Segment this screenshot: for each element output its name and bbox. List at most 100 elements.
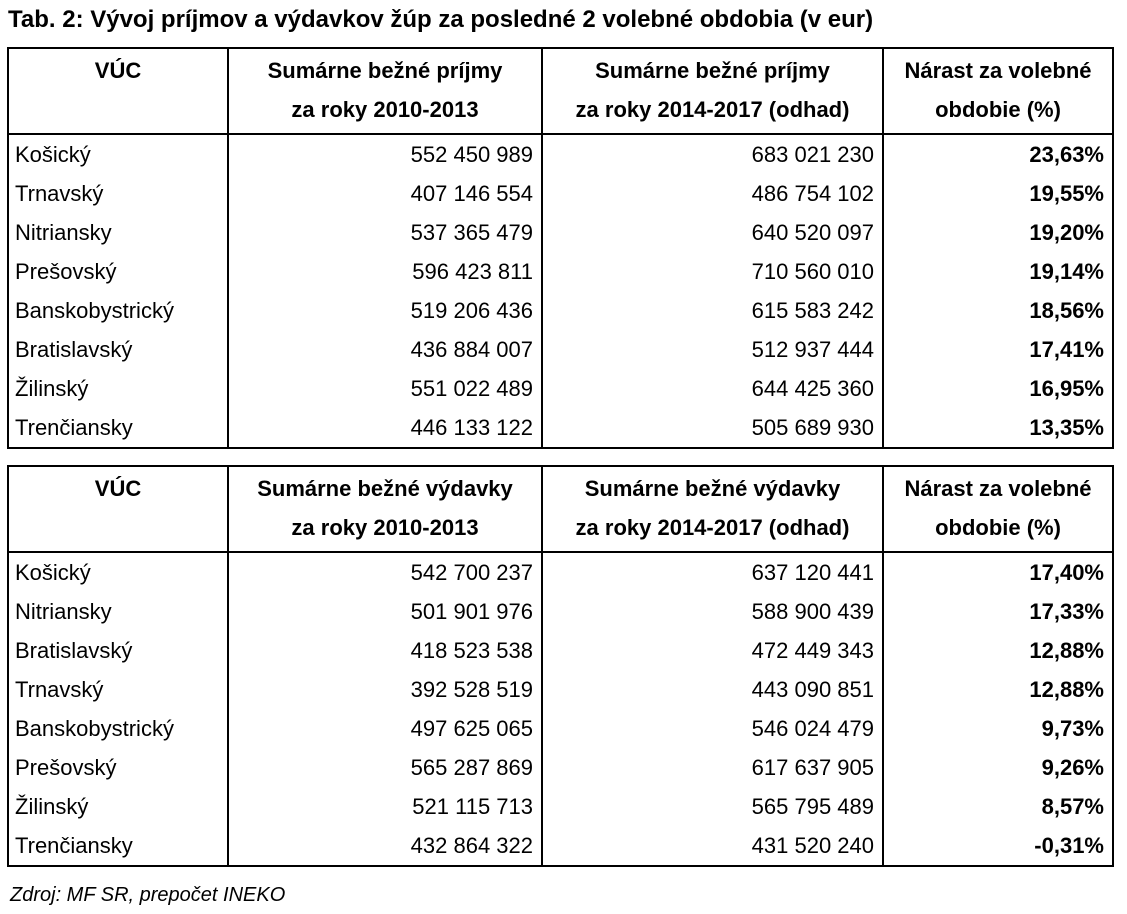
value-2010-2013-cell: 596 423 811 [227,252,543,291]
income-header-vuc: VÚC [7,48,229,135]
income-header-row: VÚC Sumárne bežné príjmy za roky 2010-20… [7,48,1114,135]
header-line [11,508,225,547]
value-2010-2013-cell: 497 625 065 [227,709,543,748]
value-2014-2017-cell: 644 425 360 [541,369,884,408]
expenditure-header-2014-2017: Sumárne bežné výdavky za roky 2014-2017 … [541,466,884,553]
expenditure-table: VÚC Sumárne bežné výdavky za roky 2010-2… [7,465,1114,867]
region-cell: Trnavský [7,670,229,709]
growth-cell: 17,41% [882,330,1114,369]
growth-cell: -0,31% [882,826,1114,866]
region-cell: Trnavský [7,174,229,213]
table-row: Žilinský 521 115 713 565 795 489 8,57% [7,787,1114,826]
value-2010-2013-cell: 436 884 007 [227,330,543,369]
income-header-2010-2013: Sumárne bežné príjmy za roky 2010-2013 [227,48,543,135]
table-row: Trenčiansky 432 864 322 431 520 240 -0,3… [7,826,1114,866]
table-row: Nitriansky 501 901 976 588 900 439 17,33… [7,592,1114,631]
value-2010-2013-cell: 565 287 869 [227,748,543,787]
region-cell: Bratislavský [7,631,229,670]
region-cell: Banskobystrický [7,291,229,330]
value-2010-2013-cell: 521 115 713 [227,787,543,826]
table-row: Košický 542 700 237 637 120 441 17,40% [7,552,1114,592]
growth-cell: 19,55% [882,174,1114,213]
region-cell: Prešovský [7,252,229,291]
expenditure-header-2010-2013: Sumárne bežné výdavky za roky 2010-2013 [227,466,543,553]
value-2014-2017-cell: 617 637 905 [541,748,884,787]
table-row: Banskobystrický 519 206 436 615 583 242 … [7,291,1114,330]
header-line: Sumárne bežné príjmy [595,58,830,83]
growth-cell: 18,56% [882,291,1114,330]
value-2014-2017-cell: 443 090 851 [541,670,884,709]
expenditure-header-vuc: VÚC [7,466,229,553]
growth-cell: 16,95% [882,369,1114,408]
table-row: Prešovský 596 423 811 710 560 010 19,14% [7,252,1114,291]
table-row: Bratislavský 436 884 007 512 937 444 17,… [7,330,1114,369]
growth-cell: 17,40% [882,552,1114,592]
region-cell: Nitriansky [7,592,229,631]
header-line: obdobie (%) [935,97,1061,122]
header-line: za roky 2010-2013 [291,97,479,122]
region-cell: Prešovský [7,748,229,787]
region-cell: Banskobystrický [7,709,229,748]
table-row: Trnavský 407 146 554 486 754 102 19,55% [7,174,1114,213]
value-2014-2017-cell: 588 900 439 [541,592,884,631]
header-line: Sumárne bežné výdavky [257,476,513,501]
value-2010-2013-cell: 501 901 976 [227,592,543,631]
income-header-2014-2017: Sumárne bežné príjmy za roky 2014-2017 (… [541,48,884,135]
income-header-growth: Nárast za volebné obdobie (%) [882,48,1114,135]
header-line: Sumárne bežné príjmy [267,58,503,83]
region-cell: Košický [7,134,229,174]
expenditure-header-growth: Nárast za volebné obdobie (%) [882,466,1114,553]
value-2010-2013-cell: 542 700 237 [227,552,543,592]
growth-cell: 12,88% [882,631,1114,670]
table-row: Bratislavský 418 523 538 472 449 343 12,… [7,631,1114,670]
value-2014-2017-cell: 615 583 242 [541,291,884,330]
value-2010-2013-cell: 551 022 489 [227,369,543,408]
page-title: Tab. 2: Vývoj príjmov a výdavkov žúp za … [8,6,874,33]
value-2014-2017-cell: 637 120 441 [541,552,884,592]
growth-cell: 8,57% [882,787,1114,826]
expenditure-header-row: VÚC Sumárne bežné výdavky za roky 2010-2… [7,466,1114,553]
value-2014-2017-cell: 486 754 102 [541,174,884,213]
header-line: VÚC [94,476,142,501]
region-cell: Trenčiansky [7,826,229,866]
value-2010-2013-cell: 552 450 989 [227,134,543,174]
header-line: za roky 2014-2017 (odhad) [575,515,850,540]
table-row: Košický 552 450 989 683 021 230 23,63% [7,134,1114,174]
value-2010-2013-cell: 537 365 479 [227,213,543,252]
region-cell: Nitriansky [7,213,229,252]
region-cell: Bratislavský [7,330,229,369]
value-2010-2013-cell: 432 864 322 [227,826,543,866]
region-cell: Košický [7,552,229,592]
value-2014-2017-cell: 431 520 240 [541,826,884,866]
header-line: Nárast za volebné [904,58,1092,83]
growth-cell: 13,35% [882,408,1114,448]
value-2010-2013-cell: 418 523 538 [227,631,543,670]
value-2010-2013-cell: 392 528 519 [227,670,543,709]
region-cell: Žilinský [7,369,229,408]
value-2014-2017-cell: 565 795 489 [541,787,884,826]
income-table: VÚC Sumárne bežné príjmy za roky 2010-20… [7,47,1114,449]
header-line: Nárast za volebné [904,476,1092,501]
region-cell: Trenčiansky [7,408,229,448]
growth-cell: 12,88% [882,670,1114,709]
table-row: Trnavský 392 528 519 443 090 851 12,88% [7,670,1114,709]
growth-cell: 17,33% [882,592,1114,631]
table-row: Prešovský 565 287 869 617 637 905 9,26% [7,748,1114,787]
header-line [11,90,225,129]
value-2014-2017-cell: 512 937 444 [541,330,884,369]
value-2014-2017-cell: 710 560 010 [541,252,884,291]
value-2010-2013-cell: 407 146 554 [227,174,543,213]
header-line: za roky 2014-2017 (odhad) [575,97,850,122]
value-2014-2017-cell: 472 449 343 [541,631,884,670]
table-row: Banskobystrický 497 625 065 546 024 479 … [7,709,1114,748]
value-2010-2013-cell: 519 206 436 [227,291,543,330]
growth-cell: 19,14% [882,252,1114,291]
table-row: Trenčiansky 446 133 122 505 689 930 13,3… [7,408,1114,448]
value-2014-2017-cell: 546 024 479 [541,709,884,748]
growth-cell: 9,26% [882,748,1114,787]
value-2014-2017-cell: 505 689 930 [541,408,884,448]
table-row: Žilinský 551 022 489 644 425 360 16,95% [7,369,1114,408]
growth-cell: 19,20% [882,213,1114,252]
header-line: obdobie (%) [935,515,1061,540]
